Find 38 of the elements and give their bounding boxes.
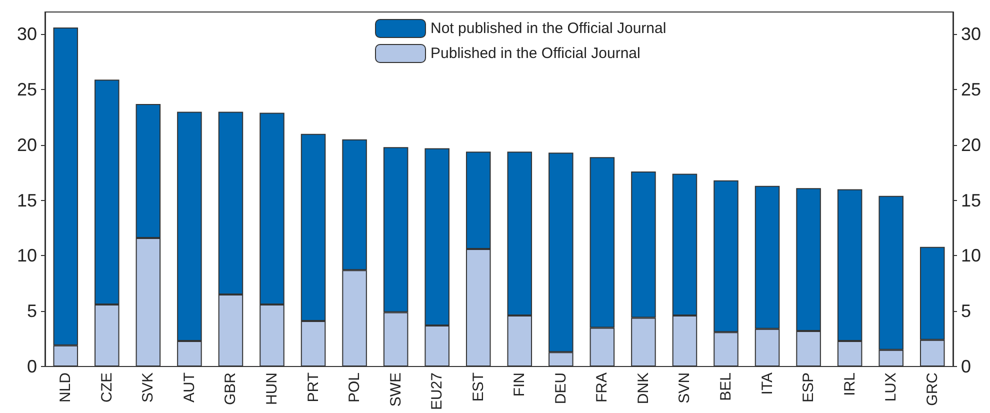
legend-label: Not published in the Official Journal [430, 20, 666, 37]
y2-tick-label: 0 [961, 356, 972, 376]
y2-tick-label: 30 [961, 24, 982, 44]
y2-tick-label: 15 [961, 190, 982, 210]
y-tick-label: 10 [16, 246, 37, 266]
x-tick-label: IRL [841, 372, 858, 396]
y-tick-label: 15 [16, 190, 37, 210]
x-tick-label: EU27 [428, 372, 446, 410]
x-tick-label: HUN [264, 372, 280, 405]
y-tick-label: 20 [16, 134, 37, 155]
x-tick-label: GRC [924, 372, 941, 406]
y-tick-label: 5 [26, 301, 37, 322]
x-tick-label: DNK [634, 372, 652, 404]
x-tick-label: GBR [222, 372, 240, 405]
x-tick-label: LUX [882, 372, 900, 402]
x-tick-label: SWE [387, 372, 404, 407]
x-tick-label: SVK [140, 372, 157, 402]
x-tick-label: PRT [304, 372, 322, 402]
legend-label: Published in the Official Journal [430, 45, 640, 62]
y2-tick-label: 5 [961, 301, 972, 322]
x-tick-label: POL [346, 372, 364, 402]
x-tick-label: ITA [758, 372, 776, 395]
y-tick-label: 30 [16, 24, 37, 44]
x-tick-label: BEL [718, 372, 734, 401]
y-tick-label: 25 [16, 80, 37, 100]
x-tick-label: SVN [676, 372, 694, 404]
x-tick-label: NLD [57, 372, 74, 402]
x-tick-label: CZE [98, 372, 116, 402]
y2-tick-label: 10 [961, 246, 982, 266]
x-tick-label: FRA [594, 372, 611, 402]
y2-tick-label: 20 [961, 134, 982, 155]
y-tick-label: 0 [26, 356, 37, 376]
x-tick-label: FIN [511, 372, 528, 397]
x-tick-label: DEU [552, 372, 570, 404]
x-tick-label: AUT [180, 372, 198, 402]
x-tick-label: EST [470, 372, 487, 402]
x-tick-label: ESP [800, 372, 818, 402]
y2-tick-label: 25 [961, 80, 982, 100]
